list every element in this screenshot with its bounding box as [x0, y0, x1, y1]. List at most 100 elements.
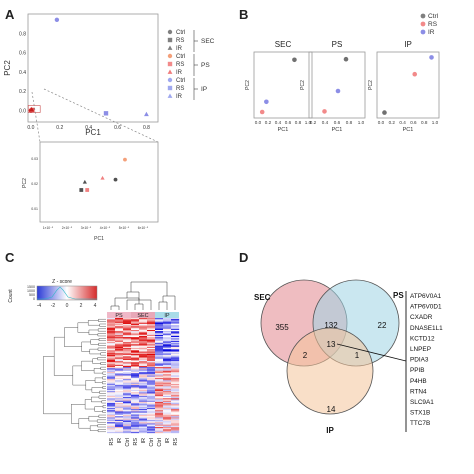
heatmap-cell — [163, 329, 172, 332]
heatmap-cell — [147, 335, 156, 338]
heatmap-cell — [115, 380, 124, 382]
pca-legend-marker — [167, 37, 173, 43]
heatmap-cell — [139, 411, 148, 413]
pca-b-x-tick-label: 0.8 — [421, 120, 428, 125]
zoom-connector-right — [43, 88, 159, 143]
heatmap-cell — [123, 326, 132, 328]
heatmap-cell — [107, 424, 116, 426]
heatmap-cell — [139, 322, 148, 325]
heatmap-cell — [107, 430, 116, 432]
heatmap-cell — [115, 386, 124, 388]
heatmap-cell — [131, 387, 140, 389]
heatmap-cell — [147, 331, 156, 333]
heatmap-cell — [131, 358, 140, 361]
heatmap-cell — [107, 418, 116, 420]
heatmap-cell — [115, 363, 124, 365]
heatmap-cell — [115, 325, 124, 327]
heatmap-cell — [123, 356, 132, 358]
pca-main-y-tick-label: 0.0 — [19, 108, 26, 114]
heatmap-cell — [115, 389, 124, 392]
pca-b-legend-label: IR — [428, 29, 435, 36]
heatmap-cell — [163, 403, 172, 405]
heatmap-cell — [131, 397, 140, 399]
heatmap-cell — [171, 376, 180, 379]
heatmap-cell — [107, 369, 116, 371]
heatmap-cell — [107, 411, 116, 413]
heatmap-cell — [107, 331, 116, 333]
heatmap-cell — [163, 399, 172, 401]
heatmap-cell — [123, 407, 132, 410]
heatmap-cell — [131, 381, 140, 383]
heatmap-cell — [115, 427, 124, 429]
heatmap-cell — [147, 395, 156, 398]
heatmap-cell — [115, 418, 124, 420]
heatmap-cell — [155, 388, 164, 391]
heatmap-cell — [123, 386, 132, 388]
heatmap-cell — [131, 430, 140, 432]
heatmap-cell — [163, 379, 172, 381]
heatmap-cell — [155, 326, 164, 328]
heatmap-cell — [107, 386, 116, 388]
heatmap-column-label: Ctrl — [157, 438, 163, 447]
heatmap-cell — [131, 383, 140, 386]
heatmap-cell — [171, 373, 180, 375]
heatmap-cell — [171, 381, 180, 383]
heatmap-cell — [115, 431, 124, 434]
heatmap-cell — [115, 381, 124, 383]
heatmap-cell — [171, 347, 180, 350]
heatmap-cell — [147, 380, 156, 382]
heatmap-cell — [155, 418, 164, 420]
heatmap-cell — [139, 343, 148, 345]
heatmap-cell — [131, 418, 140, 420]
heatmap-cell — [155, 399, 164, 401]
heatmap-cell — [131, 412, 140, 414]
heatmap-cell — [123, 353, 132, 356]
heatmap-cell — [115, 365, 124, 368]
heatmap-cell — [107, 388, 116, 391]
heatmap-cell — [155, 363, 164, 365]
heatmap-cell — [131, 347, 140, 350]
heatmap-cell — [171, 412, 180, 414]
heatmap-cell — [139, 419, 148, 422]
heatmap-cell — [123, 364, 132, 367]
pca-b-point — [382, 110, 387, 115]
heatmap-cell — [115, 428, 124, 430]
heatmap-cell — [171, 359, 180, 362]
pca-main-x-tick-label: 0.8 — [143, 125, 150, 131]
heatmap-cell — [163, 425, 172, 428]
heatmap-cell — [163, 325, 172, 327]
heatmap-cell — [131, 369, 140, 371]
heatmap-cell — [115, 416, 124, 418]
heatmap-cell — [139, 356, 148, 358]
heatmap-cell — [131, 337, 140, 339]
pca-legend-label: RS — [176, 86, 184, 92]
heatmap-cell — [163, 400, 172, 403]
heatmap-cell — [107, 361, 116, 363]
heatmap-cell — [115, 394, 124, 397]
heatmap-cell — [139, 392, 148, 394]
heatmap-cell — [171, 344, 180, 346]
heatmap-z-tick: 2 — [80, 303, 83, 309]
heatmap-cell — [107, 374, 116, 376]
heatmap-cell — [131, 398, 140, 400]
heatmap-cell — [115, 335, 124, 338]
heatmap-cell — [107, 328, 116, 331]
heatmap-cell — [131, 413, 140, 416]
heatmap-cell — [115, 385, 124, 387]
heatmap-cell — [163, 411, 172, 413]
heatmap-cell — [131, 385, 140, 387]
heatmap-cell — [171, 326, 180, 328]
heatmap-cell — [147, 359, 156, 362]
heatmap-cell — [171, 328, 180, 331]
heatmap-cell — [107, 358, 116, 361]
pca-b-point — [322, 109, 327, 114]
heatmap-cell — [163, 377, 172, 380]
heatmap-cell — [155, 380, 164, 382]
heatmap-cell — [163, 367, 172, 369]
pca-main-x-tick-label: 0.0 — [27, 125, 34, 131]
heatmap-group-band — [155, 312, 179, 318]
heatmap-cell — [147, 398, 156, 400]
heatmap-cell — [107, 357, 116, 359]
heatmap-cell — [131, 343, 140, 345]
heatmap-cell — [139, 331, 148, 333]
